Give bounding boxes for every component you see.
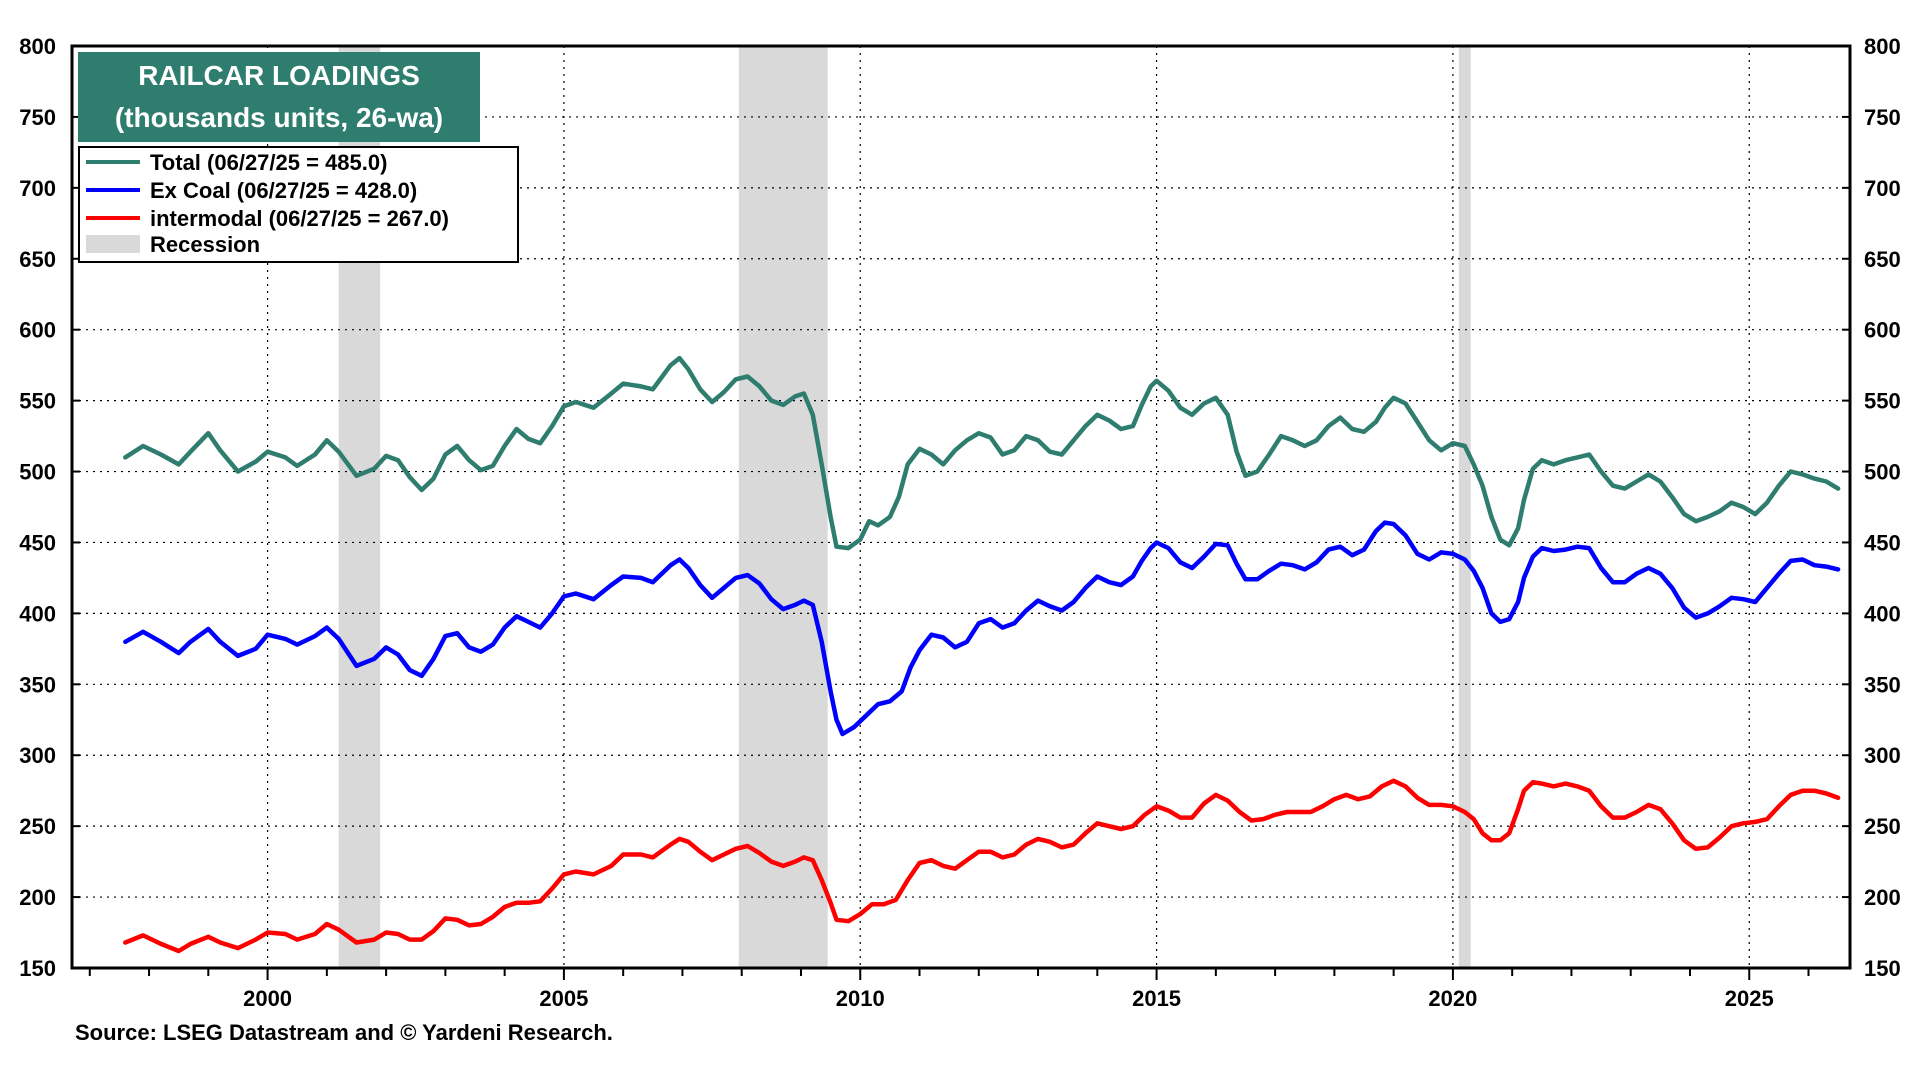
y-tick-label-left: 800 (19, 34, 56, 59)
legend-label-ex-coal: Ex Coal (06/27/25 = 428.0) (150, 178, 417, 203)
y-tick-label-left: 400 (19, 601, 56, 626)
y-tick-label-left: 500 (19, 460, 56, 485)
recession-band-2 (1458, 46, 1471, 968)
legend-swatch-recession (86, 235, 140, 253)
y-axis-right-ticks: 150 200 250 300 350 400 450 500 550 600 650 700 750 8… (1842, 34, 1901, 981)
y-tick-label-left: 750 (19, 105, 56, 130)
plot-frame (70, 44, 1852, 970)
recession-band-1 (738, 46, 828, 968)
chart-title: RAILCAR LOADINGS (138, 60, 420, 91)
y-tick-label-left: 150 (19, 956, 56, 981)
x-tick-label: 2025 (1725, 986, 1774, 1011)
y-tick-label-right: 750 (1864, 105, 1901, 130)
y-tick-label-right: 350 (1864, 672, 1901, 697)
title-background (78, 52, 480, 142)
legend-label-recession: Recession (150, 232, 260, 257)
series-line-1 (123, 520, 1841, 737)
series-lines (123, 355, 1841, 954)
y-tick-label-right: 700 (1864, 176, 1901, 201)
x-tick-label: 2020 (1428, 986, 1477, 1011)
y-tick-label-right: 550 (1864, 389, 1901, 414)
y-tick-label-right: 150 (1864, 956, 1901, 981)
y-tick-label-right: 500 (1864, 460, 1901, 485)
y-tick-label-left: 600 (19, 318, 56, 343)
y-tick-label-left: 550 (19, 389, 56, 414)
x-tick-label: 2010 (836, 986, 885, 1011)
y-tick-label-left: 700 (19, 176, 56, 201)
y-tick-label-right: 400 (1864, 601, 1901, 626)
x-tick-label: 2005 (539, 986, 588, 1011)
series-line-2 (123, 778, 1841, 954)
gridlines (72, 46, 1850, 968)
x-tick-label: 2015 (1132, 986, 1181, 1011)
y-tick-label-right: 450 (1864, 530, 1901, 555)
y-tick-label-right: 600 (1864, 318, 1901, 343)
y-tick-label-right: 250 (1864, 814, 1901, 839)
series-line-0 (123, 355, 1841, 551)
y-tick-label-right: 800 (1864, 34, 1901, 59)
legend: Total (06/27/25 = 485.0) Ex Coal (06/27/… (78, 146, 519, 263)
y-tick-label-left: 450 (19, 530, 56, 555)
y-tick-label-right: 650 (1864, 247, 1901, 272)
y-axis-left-ticks: 150 200 250 300 350 400 450 500 550 600 650 700 750 8… (19, 34, 80, 981)
source-note: Source: LSEG Datastream and © Yardeni Re… (75, 1020, 613, 1045)
legend-label-total: Total (06/27/25 = 485.0) (150, 150, 387, 175)
title-box: RAILCAR LOADINGS (thousands units, 26-wa… (78, 52, 480, 142)
y-tick-label-left: 200 (19, 885, 56, 910)
y-tick-label-left: 250 (19, 814, 56, 839)
y-tick-label-right: 200 (1864, 885, 1901, 910)
x-axis-ticks: 2000 2005 2010 2015 2020 2025 (88, 968, 1810, 1011)
legend-label-intermodal: intermodal (06/27/25 = 267.0) (150, 206, 449, 231)
legend-box (78, 146, 519, 263)
x-tick-label: 2000 (243, 986, 292, 1011)
y-tick-label-left: 300 (19, 743, 56, 768)
y-tick-label-right: 300 (1864, 743, 1901, 768)
y-tick-label-left: 650 (19, 247, 56, 272)
chart-subtitle: (thousands units, 26-wa) (115, 102, 443, 133)
y-tick-label-left: 350 (19, 672, 56, 697)
